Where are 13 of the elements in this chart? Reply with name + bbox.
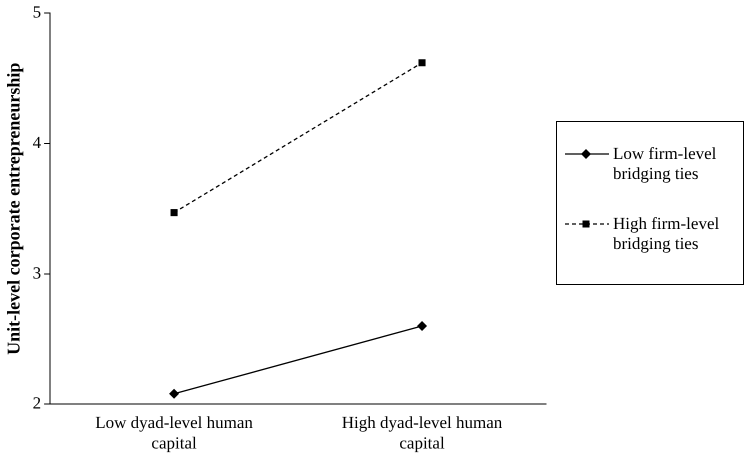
point [418,59,426,66]
y-tick-label: 5 [32,2,42,22]
point [169,388,180,399]
legend-label: High firm-level bridging ties [613,214,720,254]
x-tick-label: High dyad-level human capital [342,412,503,452]
y-axis-title: Unit-level corporate entrepreneurship [3,62,24,355]
y-tick-label: 2 [32,394,42,413]
point [417,321,428,331]
y-tick-label: 4 [32,133,42,152]
x-tick-label: Low dyad-level human capital [95,412,254,452]
y-tick-label: 3 [32,263,42,282]
point [170,209,178,216]
legend-label: Low firm-level bridging ties [613,144,718,184]
